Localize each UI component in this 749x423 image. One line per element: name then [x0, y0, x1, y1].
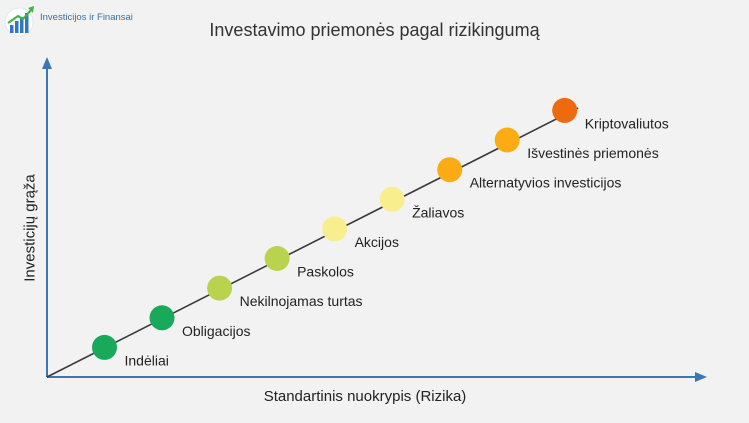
data-point-2 — [149, 305, 175, 331]
data-point-5 — [322, 216, 348, 242]
logo-icon — [4, 6, 34, 37]
logo-text: Investicijos ir Finansai — [40, 12, 133, 23]
data-point-6 — [379, 186, 405, 212]
data-label-3: Nekilnojamas turtas — [240, 293, 363, 309]
x-axis-arrow — [695, 372, 707, 382]
data-label-8: Išvestinės priemonės — [527, 145, 659, 161]
data-point-8 — [494, 127, 520, 153]
logo: Investicijos ir Finansai — [4, 3, 154, 41]
data-label-4: Paskolos — [297, 264, 354, 280]
x-axis-label: Standartinis nuokrypis (Rizika) — [263, 388, 467, 405]
data-point-3 — [207, 275, 233, 301]
data-label-9: Kriptovaliutos — [585, 115, 669, 131]
data-label-5: Akcijos — [355, 234, 399, 250]
data-point-9 — [552, 97, 578, 123]
data-points: Indėliai Obligacijos Nekilnojamas turtas Pa… — [92, 97, 669, 368]
y-axis-label: Investicijų grąža — [21, 174, 39, 282]
data-label-6: Žaliavos — [412, 204, 464, 220]
data-point-4 — [264, 246, 290, 271]
data-point-1 — [92, 334, 117, 360]
data-label-7: Alternatyvios investicijos — [470, 175, 622, 191]
y-axis-arrow — [42, 57, 52, 69]
data-point-7 — [437, 157, 463, 183]
data-label-2: Obligacijos — [182, 323, 250, 339]
data-label-1: Indėliai — [125, 352, 169, 368]
chart-title: Investavimo priemonės pagal rizikingumą — [209, 20, 540, 40]
trend-line — [46, 107, 579, 378]
